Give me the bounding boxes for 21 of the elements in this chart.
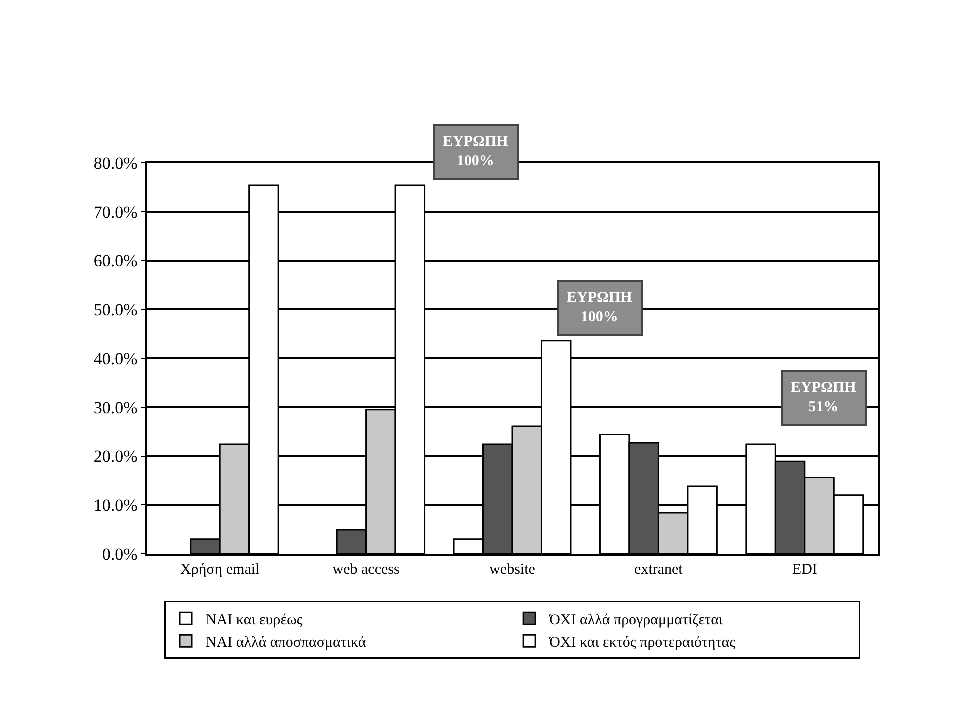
legend-label: ΌΧΙ αλλά προγραμματίζεται <box>548 612 723 629</box>
y-tick-label: 60.0% <box>94 252 138 271</box>
x-tick-label: website <box>490 562 536 578</box>
legend-label: NAI και ευρέως <box>206 612 303 629</box>
legend-label: ΌΧΙ και εκτός προτεραιότητας <box>548 635 736 652</box>
y-tick-label: 70.0% <box>94 202 138 222</box>
x-tick-label: extranet <box>634 562 684 578</box>
y-tick-label: 10.0% <box>94 496 138 516</box>
y-tick-label: 40.0% <box>94 349 138 368</box>
y-tick-label: 20.0% <box>94 447 138 466</box>
y-tick-label: 30.0% <box>94 398 138 418</box>
legend-label: NAI αλλά αποσπασματικά <box>206 635 366 652</box>
y-tick-label: 80.0% <box>94 154 138 173</box>
x-tick-label: Χρήση email <box>180 562 260 578</box>
x-tick-label: EDI <box>792 562 818 578</box>
x-tick-label: web access <box>332 562 400 578</box>
y-tick-label: 0.0% <box>102 544 138 564</box>
annotation: ΕΥΡΩΠΗ 100% <box>567 290 633 326</box>
annotation: ΕΥΡΩΠΗ 100% <box>443 134 509 170</box>
annotation: ΕΥΡΩΠΗ 51% <box>791 380 857 416</box>
y-tick-label: 50.0% <box>94 300 138 320</box>
